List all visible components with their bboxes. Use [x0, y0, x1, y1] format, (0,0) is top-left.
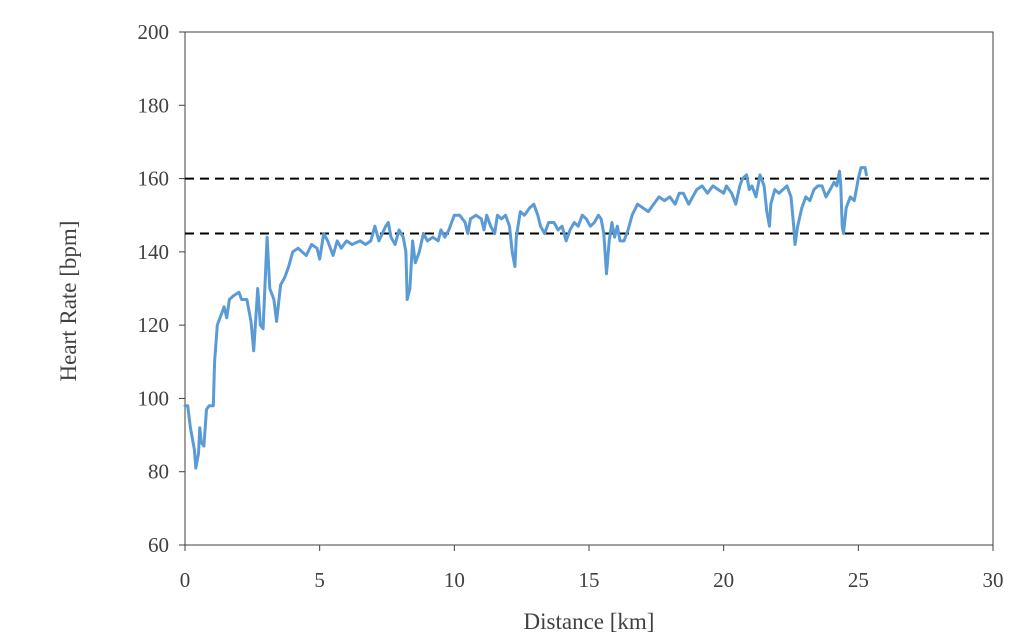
y-tick-label: 160 [138, 167, 170, 191]
y-tick-label: 100 [138, 386, 170, 410]
x-tick-label: 25 [848, 568, 869, 592]
x-tick-label: 5 [314, 568, 325, 592]
y-tick-label: 80 [148, 460, 169, 484]
series-layer [183, 166, 868, 470]
plot-area-frame [184, 31, 994, 546]
x-axis-ticks: 0 5 10 15 20 25 30 [180, 545, 1004, 592]
y-tick-label: 140 [138, 240, 170, 264]
x-tick-label: 30 [983, 568, 1004, 592]
x-tick-label: 0 [180, 568, 191, 592]
y-axis-title: Heart Rate [bpm] [56, 221, 81, 382]
y-tick-label: 120 [138, 313, 170, 337]
heart-rate-line [183, 166, 868, 470]
y-axis-ticks: 60 80 100 120 140 160 180 200 [138, 20, 185, 557]
x-tick-label: 20 [713, 568, 734, 592]
x-tick-label: 10 [444, 568, 465, 592]
y-tick-label: 200 [138, 20, 170, 44]
x-tick-label: 15 [579, 568, 600, 592]
y-tick-label: 180 [138, 93, 170, 117]
y-tick-label: 60 [148, 533, 169, 557]
x-axis-title: Distance [km] [524, 609, 655, 634]
